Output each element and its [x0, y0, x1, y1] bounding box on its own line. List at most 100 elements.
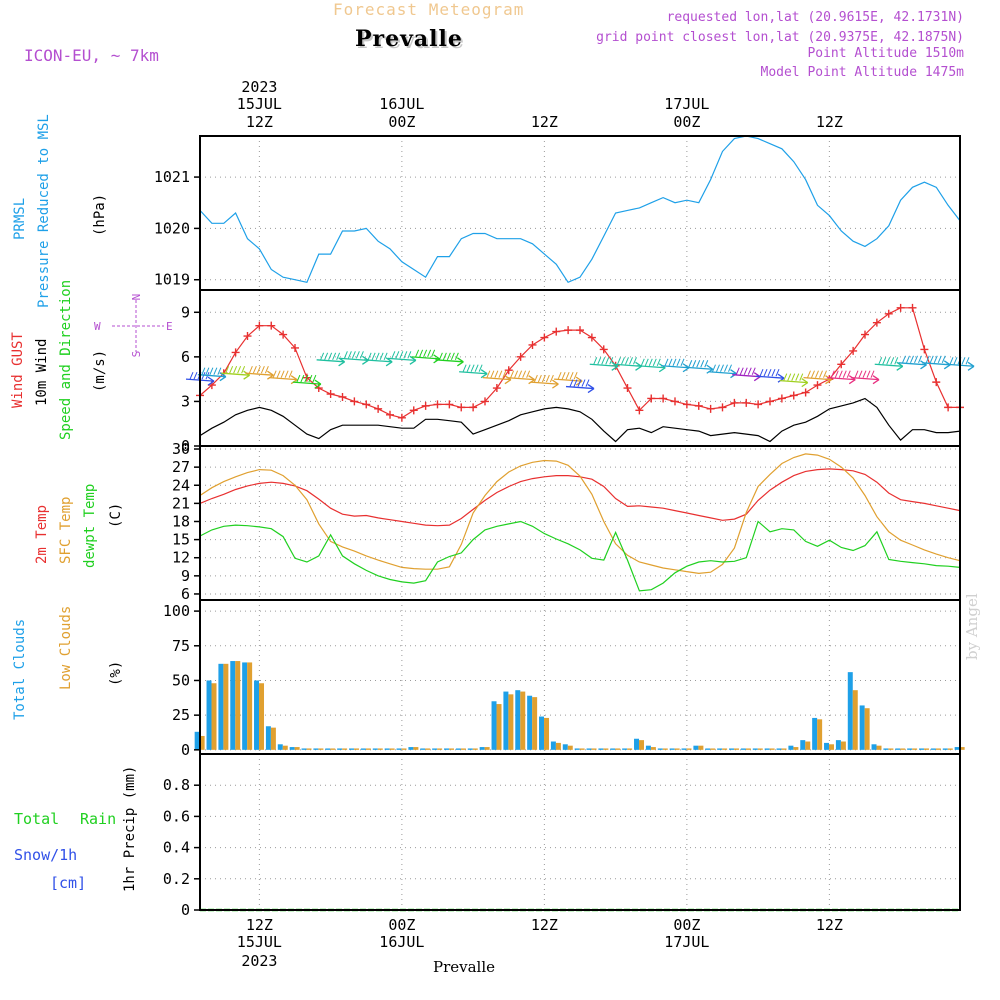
wind-arrow-feather: [621, 357, 625, 365]
wind-arrow-head: [207, 376, 215, 386]
clouds-bar-low-clouds: [211, 683, 217, 750]
wind-arrow: [613, 357, 642, 371]
wind-gust-marker: [362, 400, 371, 409]
wind-arrow-feather: [735, 367, 740, 375]
precipitation-y-tick-label: 0.2: [163, 870, 190, 888]
wind-arrow-feather: [260, 366, 265, 374]
clouds-y-tick-label: 50: [172, 671, 190, 689]
wind-gust-marker: [872, 318, 881, 327]
clouds-bar-low-clouds: [259, 683, 265, 750]
wind-gust-marker: [944, 403, 953, 412]
wind-arrow-feather: [498, 370, 503, 378]
time-tick-hour-bottom: 12Z: [816, 916, 843, 934]
clouds-bar-total-clouds: [693, 745, 699, 750]
clouds-bar-total-clouds: [681, 748, 687, 750]
wind-arrow-feather: [870, 370, 875, 378]
wind-arrow-shaft: [554, 378, 583, 382]
wind-arrow: [364, 352, 393, 367]
wind-arrow-feather: [652, 358, 657, 366]
wind-arrow-head: [967, 361, 975, 371]
time-tick-hour-top: 00Z: [673, 113, 700, 131]
wind-arrow-feather: [351, 351, 356, 359]
wind-arrow-feather: [324, 352, 329, 361]
clouds-bar-low-clouds: [425, 748, 431, 750]
wind-arrow-feather: [383, 352, 388, 361]
clouds-bar-low-clouds: [223, 663, 229, 750]
clouds-bar-total-clouds: [800, 740, 806, 750]
model-label: ICON-EU, ~ 7km: [24, 46, 159, 65]
wind-gust-marker: [837, 360, 846, 369]
wind-arrow-feather: [494, 370, 499, 378]
wind-gust-marker: [599, 345, 608, 354]
wind-gust-marker: [718, 403, 727, 412]
clouds-bar-total-clouds: [610, 748, 616, 750]
clouds-bar-low-clouds: [318, 748, 324, 750]
wind-gust-marker: [481, 397, 489, 406]
wind-arrow-feather: [308, 374, 313, 383]
wind-arrow-shaft: [803, 377, 832, 381]
wind-arrow-head: [480, 369, 488, 379]
clouds-bar-total-clouds: [539, 716, 545, 750]
wind-arrow-feather: [573, 379, 578, 387]
wind-arrow-shaft: [874, 363, 903, 367]
wind-arrow-feather: [541, 374, 546, 383]
clouds-bar-low-clouds: [247, 662, 253, 750]
clouds-bar-low-clouds: [745, 748, 751, 750]
temperature-y-tick-label: 18: [172, 512, 190, 530]
clouds-bar-low-clouds: [627, 748, 633, 750]
wind-gust-marker: [564, 326, 573, 335]
compass-n-label: N: [130, 294, 143, 301]
clouds-bar-low-clouds: [413, 747, 419, 750]
wind-compass-rose: N W E S: [94, 294, 173, 358]
wind-y-tick-label: 0: [181, 437, 190, 455]
clouds-bar-low-clouds: [330, 748, 336, 750]
wind-gust-label: Wind GUST: [10, 332, 26, 408]
wind-arrow-feather: [791, 373, 796, 381]
wind-arrow-feather: [328, 352, 333, 361]
wind-arrow-shaft: [411, 356, 440, 360]
clouds-bar-low-clouds: [532, 697, 538, 750]
wind-gust-marker: [706, 404, 715, 413]
wind-arrow-head: [219, 372, 227, 382]
clouds-bar-total-clouds: [740, 748, 746, 750]
wind-arrow-feather: [312, 374, 317, 383]
wind-arrow-feather: [633, 357, 637, 365]
wind-arrow-feather: [581, 379, 586, 387]
wind-gust-marker: [469, 403, 478, 412]
wind-arrow-feather: [696, 360, 701, 368]
pressure-series-prmsl: [199, 135, 961, 284]
wind-arrow-feather: [347, 351, 352, 359]
wind-arrow-feather: [561, 371, 566, 380]
wind-arrow-feather: [882, 357, 887, 365]
wind-arrow-feather: [819, 370, 823, 378]
wind-arrow-feather: [894, 357, 899, 365]
clouds-bar-total-clouds: [835, 740, 841, 750]
clouds-bar-total-clouds: [277, 744, 283, 750]
wind-arrow-feather: [846, 370, 851, 378]
wind-arrow-feather: [601, 357, 606, 365]
clouds-bar-total-clouds: [776, 748, 782, 750]
wind-arrow-shaft: [245, 372, 274, 376]
temp-sfc-label: SFC Temp: [58, 497, 74, 564]
wind-arrow-feather: [672, 358, 677, 366]
clouds-bar-total-clouds: [586, 748, 592, 750]
wind-arrow: [684, 360, 714, 374]
clouds-bar-total-clouds: [812, 717, 818, 750]
wind-arrow-feather: [886, 357, 891, 365]
clouds-bar-total-clouds: [289, 747, 295, 750]
wind-arrow-head: [409, 355, 417, 365]
time-tick-hour-bottom: 12Z: [531, 916, 558, 934]
wind-gust-marker: [516, 352, 525, 361]
wind-arrow-feather: [597, 357, 602, 365]
time-tick-year-bottom: 2023: [241, 952, 277, 970]
wind-arrow: [565, 379, 595, 394]
pressure-y-tick-label: 1019: [154, 271, 190, 289]
clouds-bar-total-clouds: [325, 748, 331, 750]
clouds-bar-low-clouds: [662, 748, 668, 750]
temperature-y-tick-label: 9: [181, 567, 190, 585]
wind-arrow-shaft: [292, 381, 321, 385]
clouds-bar-total-clouds: [729, 748, 735, 750]
clouds-bar-total-clouds: [206, 680, 212, 750]
wind-arrow-feather: [953, 357, 958, 365]
clouds-bar-low-clouds: [508, 694, 514, 750]
